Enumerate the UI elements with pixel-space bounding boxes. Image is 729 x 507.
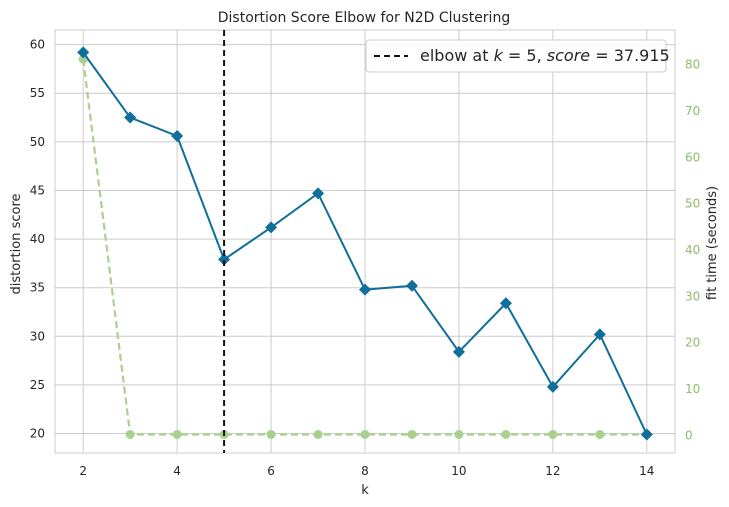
x-tick-label: 14 (639, 464, 654, 478)
y2-axis-ticks: 0 10 20 30 40 50 60 70 80 (685, 58, 700, 443)
y-axis-label: distortion score (9, 194, 24, 295)
distortion-point (546, 380, 559, 393)
y2-tick-label: 10 (685, 382, 700, 396)
fit-time-point (501, 429, 511, 439)
y2-tick-label: 50 (685, 197, 700, 211)
y-tick-label: 45 (30, 183, 45, 197)
distortion-point (405, 279, 418, 292)
y2-tick-label: 30 (685, 289, 700, 303)
plot-frame (54, 29, 676, 454)
y-tick-label: 20 (30, 427, 45, 441)
fit-time-point (407, 429, 417, 439)
y-axis-ticks: 20 25 30 35 40 45 50 55 60 (30, 38, 45, 441)
fit-time-point (125, 429, 135, 439)
distortion-point (452, 345, 465, 358)
y-tick-label: 25 (30, 378, 45, 392)
legend: elbow at k = 5, score = 37.915 (365, 39, 670, 73)
y-tick-label: 50 (30, 135, 45, 149)
fit-time-point (313, 429, 323, 439)
fit-time-point (266, 429, 276, 439)
y-tick-label: 35 (30, 281, 45, 295)
distortion-point (265, 221, 278, 234)
distortion-point (124, 111, 137, 124)
distortion-point (359, 283, 371, 296)
legend-box (365, 39, 667, 73)
x-tick-label: 4 (173, 464, 181, 478)
x-tick-label: 12 (545, 464, 560, 478)
distortion-point (171, 129, 184, 142)
legend-elbow-label: elbow at k = 5, score = 37.915 (420, 46, 670, 65)
distortion-point (640, 428, 653, 441)
chart-title: Distortion Score Elbow for N2D Clusterin… (218, 10, 510, 26)
x-tick-label: 10 (451, 464, 466, 478)
x-axis-label: k (361, 483, 369, 498)
x-tick-label: 6 (267, 464, 275, 478)
x-axis-ticks: 2 4 6 8 10 12 14 (79, 464, 654, 478)
x-tick-label: 2 (79, 464, 87, 478)
fit-time-point (360, 429, 370, 439)
distortion-series (77, 46, 653, 441)
y-tick-label: 60 (30, 38, 45, 52)
y-tick-label: 55 (30, 86, 45, 100)
y2-tick-label: 70 (685, 104, 700, 118)
y-tick-label: 30 (30, 329, 45, 343)
distortion-point (312, 187, 325, 200)
y2-tick-label: 40 (685, 243, 700, 257)
distortion-point (218, 253, 231, 266)
y2-tick-label: 60 (685, 150, 700, 164)
fit-time-point (595, 429, 605, 439)
distortion-point (593, 328, 606, 341)
fit-time-point (548, 429, 558, 439)
fit-time-point (454, 429, 464, 439)
y2-axis-label: fit time (seconds) (705, 186, 720, 300)
y-tick-label: 40 (30, 232, 45, 246)
y2-tick-label: 80 (685, 58, 700, 72)
y2-tick-label: 0 (685, 428, 693, 442)
y2-tick-label: 20 (685, 336, 700, 350)
distortion-point (499, 297, 512, 310)
x-tick-label: 8 (361, 464, 369, 478)
distortion-point (77, 46, 90, 59)
grid (55, 30, 675, 453)
fit-time-point (172, 429, 182, 439)
